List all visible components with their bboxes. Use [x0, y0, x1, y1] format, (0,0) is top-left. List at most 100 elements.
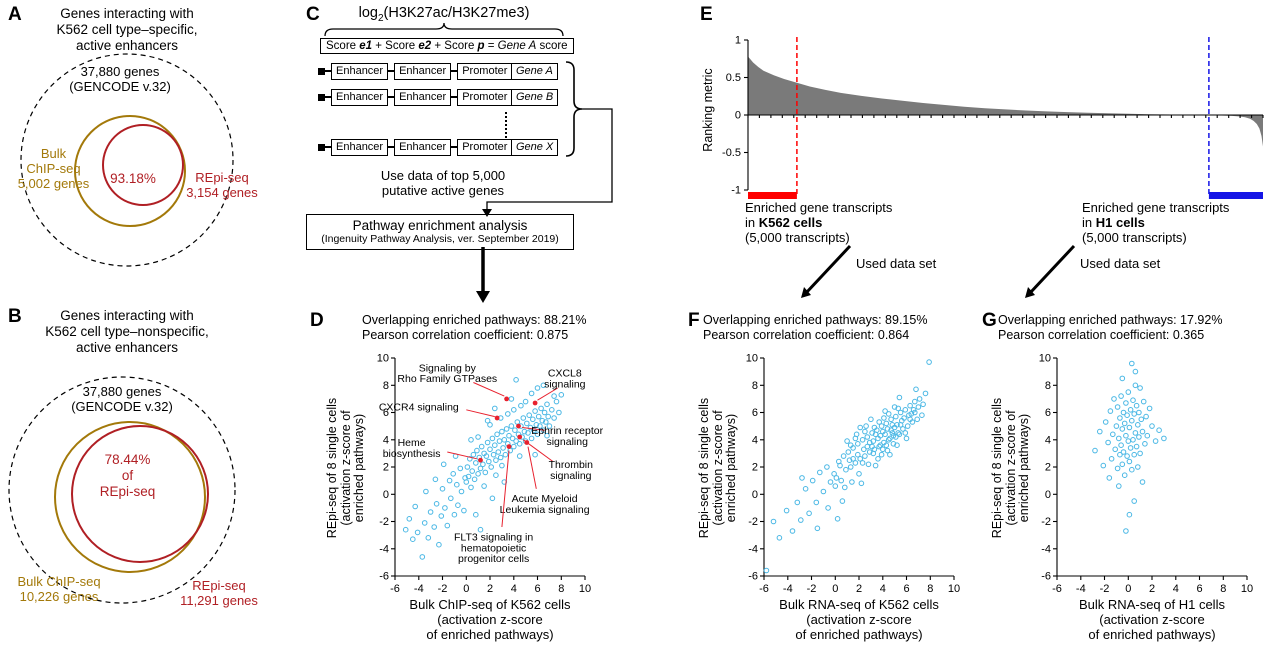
svg-text:10: 10	[377, 353, 389, 365]
analysis-to-plot-arrowhead	[476, 291, 490, 303]
promoter-box: Promoter	[457, 88, 513, 106]
enhancer-box: Enhancer	[331, 138, 389, 156]
svg-text:2: 2	[383, 462, 389, 474]
bulk-chipseq-circle-a	[74, 115, 186, 227]
universe-circle-a	[20, 53, 234, 267]
panel-b-title: Genes interacting with K562 cell type–no…	[45, 308, 209, 355]
svg-text:Thrombin: Thrombin	[549, 459, 594, 471]
svg-text:6: 6	[534, 583, 540, 595]
panel-e-label: E	[700, 4, 713, 25]
connector-segment	[451, 95, 458, 99]
svg-text:0.5: 0.5	[726, 72, 741, 84]
connector-segment	[388, 145, 395, 149]
used-data-arrowhead-left	[801, 287, 811, 298]
svg-text:Acute Myeloid: Acute Myeloid	[512, 493, 578, 505]
svg-text:8: 8	[927, 583, 933, 595]
svg-text:-6: -6	[1052, 583, 1062, 595]
anchor-square	[318, 93, 325, 101]
gene-box: Gene X	[510, 138, 559, 156]
svg-text:CXCR4 signaling: CXCR4 signaling	[379, 402, 459, 414]
svg-text:1: 1	[735, 35, 741, 47]
svg-text:-6: -6	[379, 571, 389, 583]
formula-log: log	[358, 5, 378, 21]
used-data-arrow-right	[1028, 244, 1076, 295]
svg-text:2: 2	[1045, 462, 1051, 474]
svg-text:Leukemia signaling: Leukemia signaling	[500, 504, 590, 516]
panel-d-x-axis-title: Bulk ChIP-seq of K562 cells (activation …	[409, 597, 571, 642]
analysis-box: Pathway enrichment analysis (Ingenuity P…	[306, 214, 574, 250]
svg-text:CXCL8: CXCL8	[548, 368, 582, 380]
svg-text:8: 8	[383, 380, 389, 392]
panel-f-label: F	[688, 310, 700, 331]
venn-diagram-b	[8, 376, 236, 604]
panel-c-formula: log2(H3K27ac/H3K27me3)	[334, 5, 554, 24]
enhancer-box: Enhancer	[394, 88, 452, 106]
svg-text:4: 4	[880, 583, 886, 595]
panel-a-universe-label: 37,880 genes (GENCODE v.32)	[69, 64, 171, 94]
svg-text:signaling: signaling	[550, 470, 592, 482]
use-data-text: Use data of top 5,000 putative active ge…	[380, 168, 506, 198]
svg-text:-4: -4	[1076, 583, 1086, 595]
rows-brace	[565, 61, 583, 157]
svg-text:signaling: signaling	[544, 379, 586, 391]
panel-b-overlap-value: 78.44% of REpi-seq	[99, 452, 156, 499]
gene-construct-row: Enhancer Enhancer Promoter Gene B	[318, 88, 559, 106]
svg-text:hematopoietic: hematopoietic	[461, 542, 526, 554]
svg-text:-4: -4	[783, 583, 793, 595]
svg-text:6: 6	[1045, 407, 1051, 419]
svg-text:8: 8	[1220, 583, 1226, 595]
enhancer-box: Enhancer	[331, 62, 389, 80]
svg-text:0: 0	[463, 583, 469, 595]
enhancer-box: Enhancer	[394, 138, 452, 156]
svg-text:-6: -6	[748, 571, 758, 583]
panel-b-universe-label: 37,880 genes (GENCODE v.32)	[71, 384, 173, 414]
svg-text:Ephrin receptor: Ephrin receptor	[531, 425, 603, 437]
svg-text:signaling: signaling	[546, 436, 588, 448]
svg-text:-1: -1	[731, 185, 741, 197]
svg-text:4: 4	[1173, 583, 1179, 595]
promoter-box: Promoter	[457, 62, 513, 80]
svg-text:6: 6	[383, 407, 389, 419]
gene-construct-row: Enhancer Enhancer Promoter Gene A	[318, 62, 558, 80]
svg-text:Rho Family GTPases: Rho Family GTPases	[397, 373, 497, 385]
connector-segment	[388, 69, 395, 73]
panel-b-bulk-label: Bulk ChIP-seq 10,226 genes	[17, 574, 101, 604]
panel-a-bulk-label: Bulk ChIP-seq 5,002 genes	[17, 146, 90, 191]
anchor-square	[318, 143, 325, 151]
used-data-arrow-left	[804, 244, 852, 295]
formula-subscript: 2	[377, 12, 384, 24]
venn-diagram-a	[20, 53, 234, 267]
svg-text:-4: -4	[414, 583, 424, 595]
connector-segment	[325, 95, 331, 99]
gene-box: Gene B	[510, 88, 559, 106]
svg-text:8: 8	[558, 583, 564, 595]
svg-text:8: 8	[1045, 380, 1051, 392]
used-data-set-label-left: Used data set	[856, 256, 937, 271]
panel-a-title: Genes interacting with K562 cell type–sp…	[56, 6, 198, 53]
analysis-box-subtitle: (Ingenuity Pathway Analysis, ver. Septem…	[321, 233, 559, 245]
panel-a-overlap-value: 93.18%	[110, 171, 156, 186]
svg-text:-2: -2	[1041, 516, 1051, 528]
svg-text:2: 2	[752, 462, 758, 474]
panel-b-repi-label: REpi-seq 11,291 genes	[180, 578, 258, 608]
svg-text:10: 10	[948, 583, 960, 595]
svg-text:6: 6	[903, 583, 909, 595]
connector-segment	[325, 69, 331, 73]
svg-text:0: 0	[735, 110, 741, 122]
enhancer-box: Enhancer	[331, 88, 389, 106]
svg-text:2: 2	[856, 583, 862, 595]
scatter-plot-f: -6-6 -4 -4 -2 -2 0 0 2 2 4 4 6 6 8 8 10 10	[746, 353, 960, 596]
svg-text:-0.5: -0.5	[722, 147, 741, 159]
svg-text:4: 4	[1045, 434, 1051, 446]
gene-construct-row: Enhancer Enhancer Promoter Gene X	[318, 138, 559, 156]
scatter-plot-d: -6-6 -4 -4 -2 -2 0 0 2 2 4 4 6 6 8 8 10 10 Signaling byRh…	[377, 353, 604, 596]
svg-text:0: 0	[752, 489, 758, 501]
svg-text:2: 2	[487, 583, 493, 595]
svg-text:-2: -2	[1100, 583, 1110, 595]
svg-text:-6: -6	[1041, 571, 1051, 583]
svg-text:-2: -2	[748, 516, 758, 528]
panel-g-label: G	[982, 310, 997, 331]
score-equation: Score e1 + Score e2 + Score p = Gene A s…	[320, 38, 574, 54]
svg-text:-2: -2	[807, 583, 817, 595]
used-data-set-label-right: Used data set	[1080, 256, 1161, 271]
